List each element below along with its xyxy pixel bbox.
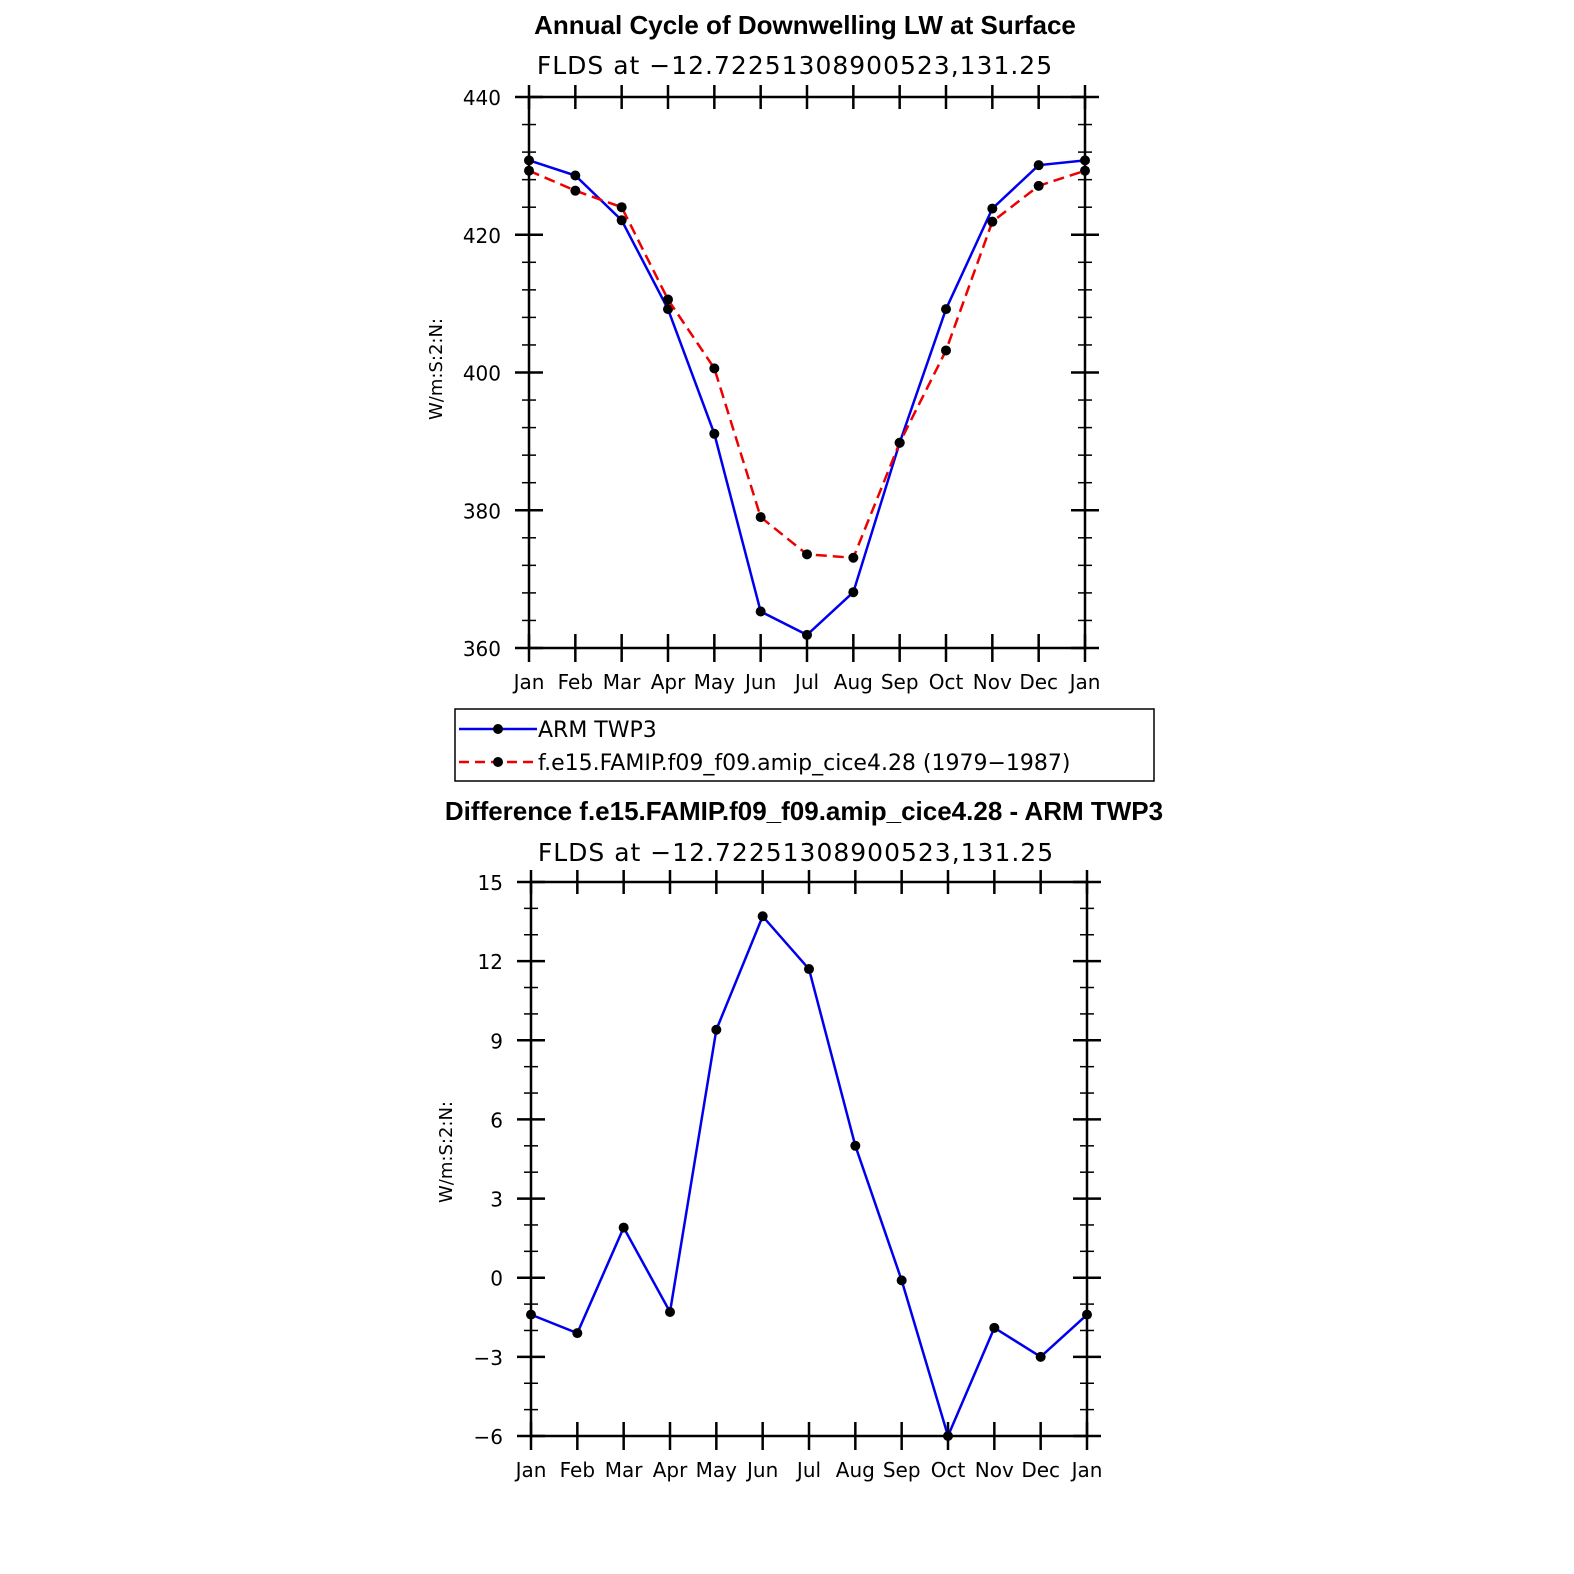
x-tick-label: Jan [512,670,545,694]
y-tick-label: 420 [463,224,501,248]
data-point [663,304,673,315]
x-tick-label: Nov [973,670,1012,694]
x-tick-label: Jan [1068,670,1101,694]
data-point [943,1431,953,1441]
x-tick-label: Jan [1070,1458,1103,1482]
legend-box [454,708,1155,782]
data-point [989,1322,1000,1333]
y-axis-label: W/m:S:2:N: [436,1101,457,1203]
data-point [848,587,859,598]
data-point [941,304,951,315]
x-tick-label: Dec [1021,1458,1060,1482]
y-tick-label: 12 [478,950,503,974]
data-point [755,512,766,523]
data-point [570,170,581,181]
difference-chart: Difference f.e15.FAMIP.f09_f09.amip_cice… [436,796,1163,1482]
x-tick-label: Aug [834,670,873,694]
x-tick-label: Jun [743,670,776,694]
data-point [987,216,998,227]
data-point [570,185,581,196]
data-point [850,1140,861,1151]
chart-subtitle: FLDS at −12.72251308900523,131.25 [537,51,1053,80]
x-tick-label: Jan [514,1458,547,1482]
x-tick-label: Sep [883,1458,921,1482]
x-tick-label: Feb [560,1458,595,1482]
x-tick-label: Nov [975,1458,1014,1482]
data-point [618,1222,629,1233]
chart-subtitle: FLDS at −12.72251308900523,131.25 [538,838,1054,867]
legend-marker-arm [493,724,503,734]
y-axis-label: W/m:S:2:N: [426,318,447,420]
data-point [1080,165,1090,176]
x-tick-label: Oct [929,670,964,694]
annual-cycle-chart: Annual Cycle of Downwelling LW at Surfac… [426,10,1100,694]
x-tick-label: Mar [603,670,642,694]
chart-title: Difference f.e15.FAMIP.f09_f09.amip_cice… [445,796,1163,826]
legend: ARM TWP3 f.e15.FAMIP.f09_f09.amip_cice4.… [454,708,1155,782]
y-tick-label: 360 [463,637,501,661]
x-tick-label: Feb [558,670,593,694]
data-point [572,1328,583,1339]
data-point [896,1275,907,1286]
y-tick-label: 3 [490,1188,503,1212]
y-tick-label: 440 [463,86,501,110]
data-point [755,606,766,617]
legend-label-model: f.e15.FAMIP.f09_f09.amip_cice4.28 (1979−… [538,751,1071,776]
y-tick-label: 9 [490,1029,503,1053]
chart-title: Annual Cycle of Downwelling LW at Surfac… [534,10,1076,40]
data-point [802,629,812,640]
data-point [524,165,534,176]
data-point [616,215,627,226]
x-tick-label: Sep [881,670,919,694]
x-tick-label: Jul [795,1458,821,1482]
data-point [526,1309,536,1320]
x-tick-label: Jul [793,670,819,694]
data-point [804,964,814,975]
x-tick-label: Jun [745,1458,778,1482]
data-point [1033,160,1044,171]
data-point [1035,1351,1046,1362]
data-point [616,202,627,213]
plot-frame [527,95,1087,650]
data-point [1082,1309,1092,1320]
y-tick-label: 400 [463,362,501,386]
x-tick-label: Mar [605,1458,644,1482]
data-point [663,294,673,305]
data-point [987,203,998,214]
data-point [709,363,720,374]
data-point [1033,180,1044,191]
legend-label-arm: ARM TWP3 [538,718,657,743]
legend-marker-model [493,757,503,767]
y-tick-label: −6 [474,1425,503,1449]
x-tick-label: May [696,1458,738,1482]
x-tick-label: Apr [651,670,686,694]
x-tick-label: Apr [653,1458,688,1482]
series-line [528,159,1086,637]
x-tick-label: May [694,670,736,694]
y-tick-label: 380 [463,499,501,523]
y-tick-label: 15 [478,871,503,895]
data-point [709,428,720,439]
data-point [665,1307,675,1318]
series-line [530,913,1088,1440]
data-point [941,345,951,356]
data-point [757,911,768,922]
y-tick-label: −3 [474,1346,503,1370]
data-point [524,155,534,166]
data-point [1080,155,1090,166]
data-point [711,1024,722,1035]
data-point [848,552,859,563]
data-point [802,549,812,560]
y-tick-label: 6 [490,1108,503,1132]
x-tick-label: Oct [931,1458,966,1482]
x-tick-label: Aug [836,1458,875,1482]
y-tick-label: 0 [490,1267,503,1291]
x-tick-label: Dec [1019,670,1058,694]
data-point [894,437,905,448]
series-line [528,169,1086,560]
